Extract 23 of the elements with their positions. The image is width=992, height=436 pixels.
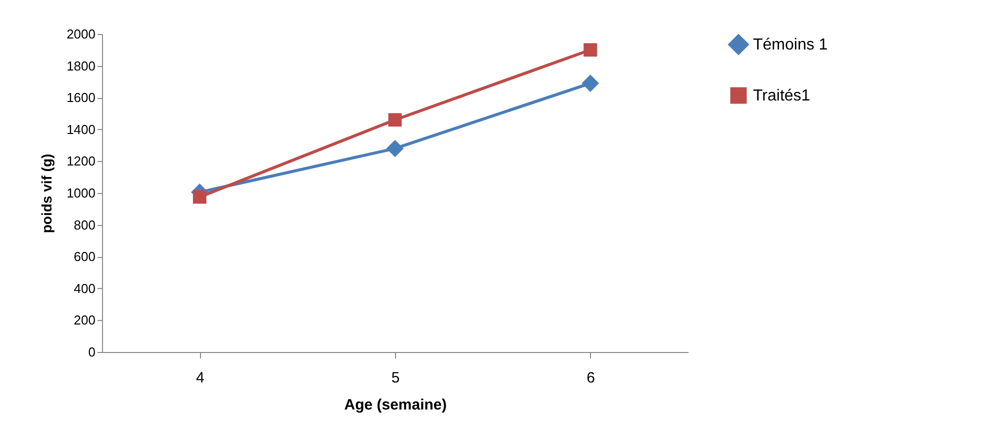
y-tick-label: 0 bbox=[88, 344, 96, 360]
y-tick-label: 400 bbox=[74, 280, 96, 296]
point bbox=[192, 190, 206, 204]
y-tick-label: 200 bbox=[74, 312, 96, 328]
x-tick-label: 6 bbox=[586, 370, 596, 386]
legend-label: Traités1 bbox=[753, 88, 810, 104]
y-tick-label: 1600 bbox=[66, 90, 96, 106]
y-tick-label: 1200 bbox=[66, 154, 96, 169]
legend-label: Témoins 1 bbox=[753, 36, 828, 54]
y-tick-label: 1000 bbox=[66, 186, 96, 200]
x-axis-title: Age (semaine) bbox=[344, 396, 447, 414]
x-tick-label: 4 bbox=[196, 370, 204, 386]
y-tick-label: 600 bbox=[74, 249, 96, 264]
point bbox=[388, 113, 402, 127]
y-tick-label: 800 bbox=[74, 217, 96, 232]
x-tick-label: 5 bbox=[391, 370, 400, 386]
y-axis-title: poids vif (g) bbox=[38, 154, 55, 234]
y-tick-label: 1400 bbox=[66, 122, 96, 137]
y-tick-label: 1800 bbox=[66, 58, 96, 74]
point bbox=[584, 43, 598, 57]
point bbox=[386, 140, 404, 158]
y-tick-label: 2000 bbox=[66, 26, 96, 42]
point bbox=[582, 74, 599, 92]
